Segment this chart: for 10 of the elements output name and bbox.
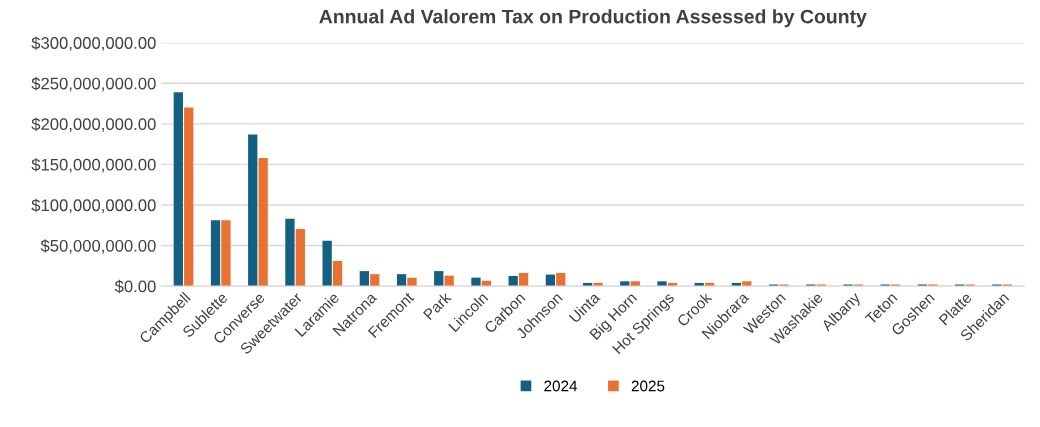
y-tick-label: $50,000,000.00	[40, 239, 156, 254]
chart-title: Annual Ad Valorem Tax on Production Assessed by County	[319, 9, 867, 28]
y-tick-label: $150,000,000.00	[31, 158, 156, 173]
legend-label: 2025	[631, 380, 665, 392]
y-tick-label: $300,000,000.00	[31, 36, 156, 51]
y-tick-label: $0.00	[114, 279, 156, 294]
y-tick-label: $200,000,000.00	[31, 117, 156, 132]
legend-label: 2024	[544, 380, 578, 392]
y-tick-label: $250,000,000.00	[31, 76, 156, 92]
y-tick-label: $100,000,000.00	[31, 198, 156, 214]
